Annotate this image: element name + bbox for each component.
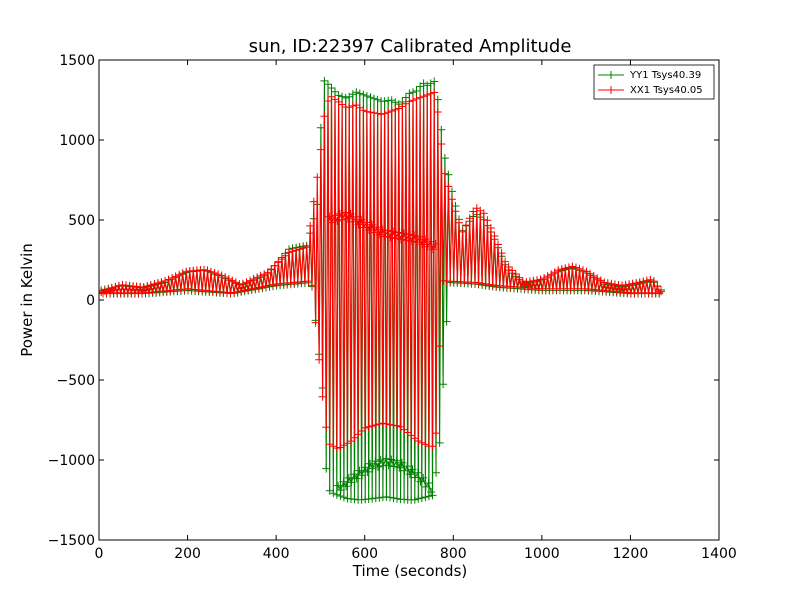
x-tick-label: 1400	[701, 546, 737, 562]
y-tick-label: −500	[57, 373, 95, 389]
x-tick-label: 1000	[524, 546, 560, 562]
x-axis-label: Time (seconds)	[352, 562, 468, 580]
legend-box	[593, 64, 715, 100]
series-layer	[99, 76, 665, 504]
series-1	[99, 88, 665, 453]
legend-marker-xx1	[607, 86, 615, 94]
legend-label-xx1: XX1 Tsys40.05	[630, 85, 703, 96]
x-axis: 0 200 400 600 800 1000 1200 1400	[95, 60, 737, 562]
legend-marker-yy1	[607, 71, 615, 79]
y-tick-label: 500	[68, 213, 95, 229]
x-tick-label: 0	[95, 546, 104, 562]
series-markers	[99, 88, 665, 453]
y-tick-label: 0	[86, 293, 95, 309]
chart-title: sun, ID:22397 Calibrated Amplitude	[249, 36, 572, 57]
x-tick-label: 200	[174, 546, 201, 562]
legend: YY1 Tsys40.39 XX1 Tsys40.05	[593, 64, 715, 100]
y-tick-label: 1000	[59, 133, 95, 149]
legend-label-yy1: YY1 Tsys40.39	[629, 70, 701, 81]
series-inner-arc	[337, 457, 432, 493]
y-tick-label: −1500	[48, 533, 95, 549]
series-inner-arc-markers	[334, 454, 436, 496]
y-tick-label: −1000	[48, 453, 95, 469]
x-tick-label: 400	[263, 546, 290, 562]
x-tick-label: 1200	[613, 546, 649, 562]
x-tick-label: 600	[351, 546, 378, 562]
y-axis-label: Power in Kelvin	[18, 243, 36, 357]
series-inner-arc-markers	[325, 208, 440, 254]
x-tick-label: 800	[440, 546, 467, 562]
y-axis: −1500 −1000 −500 0 500 1000 1500	[48, 53, 719, 549]
y-tick-label: 1500	[59, 53, 95, 69]
